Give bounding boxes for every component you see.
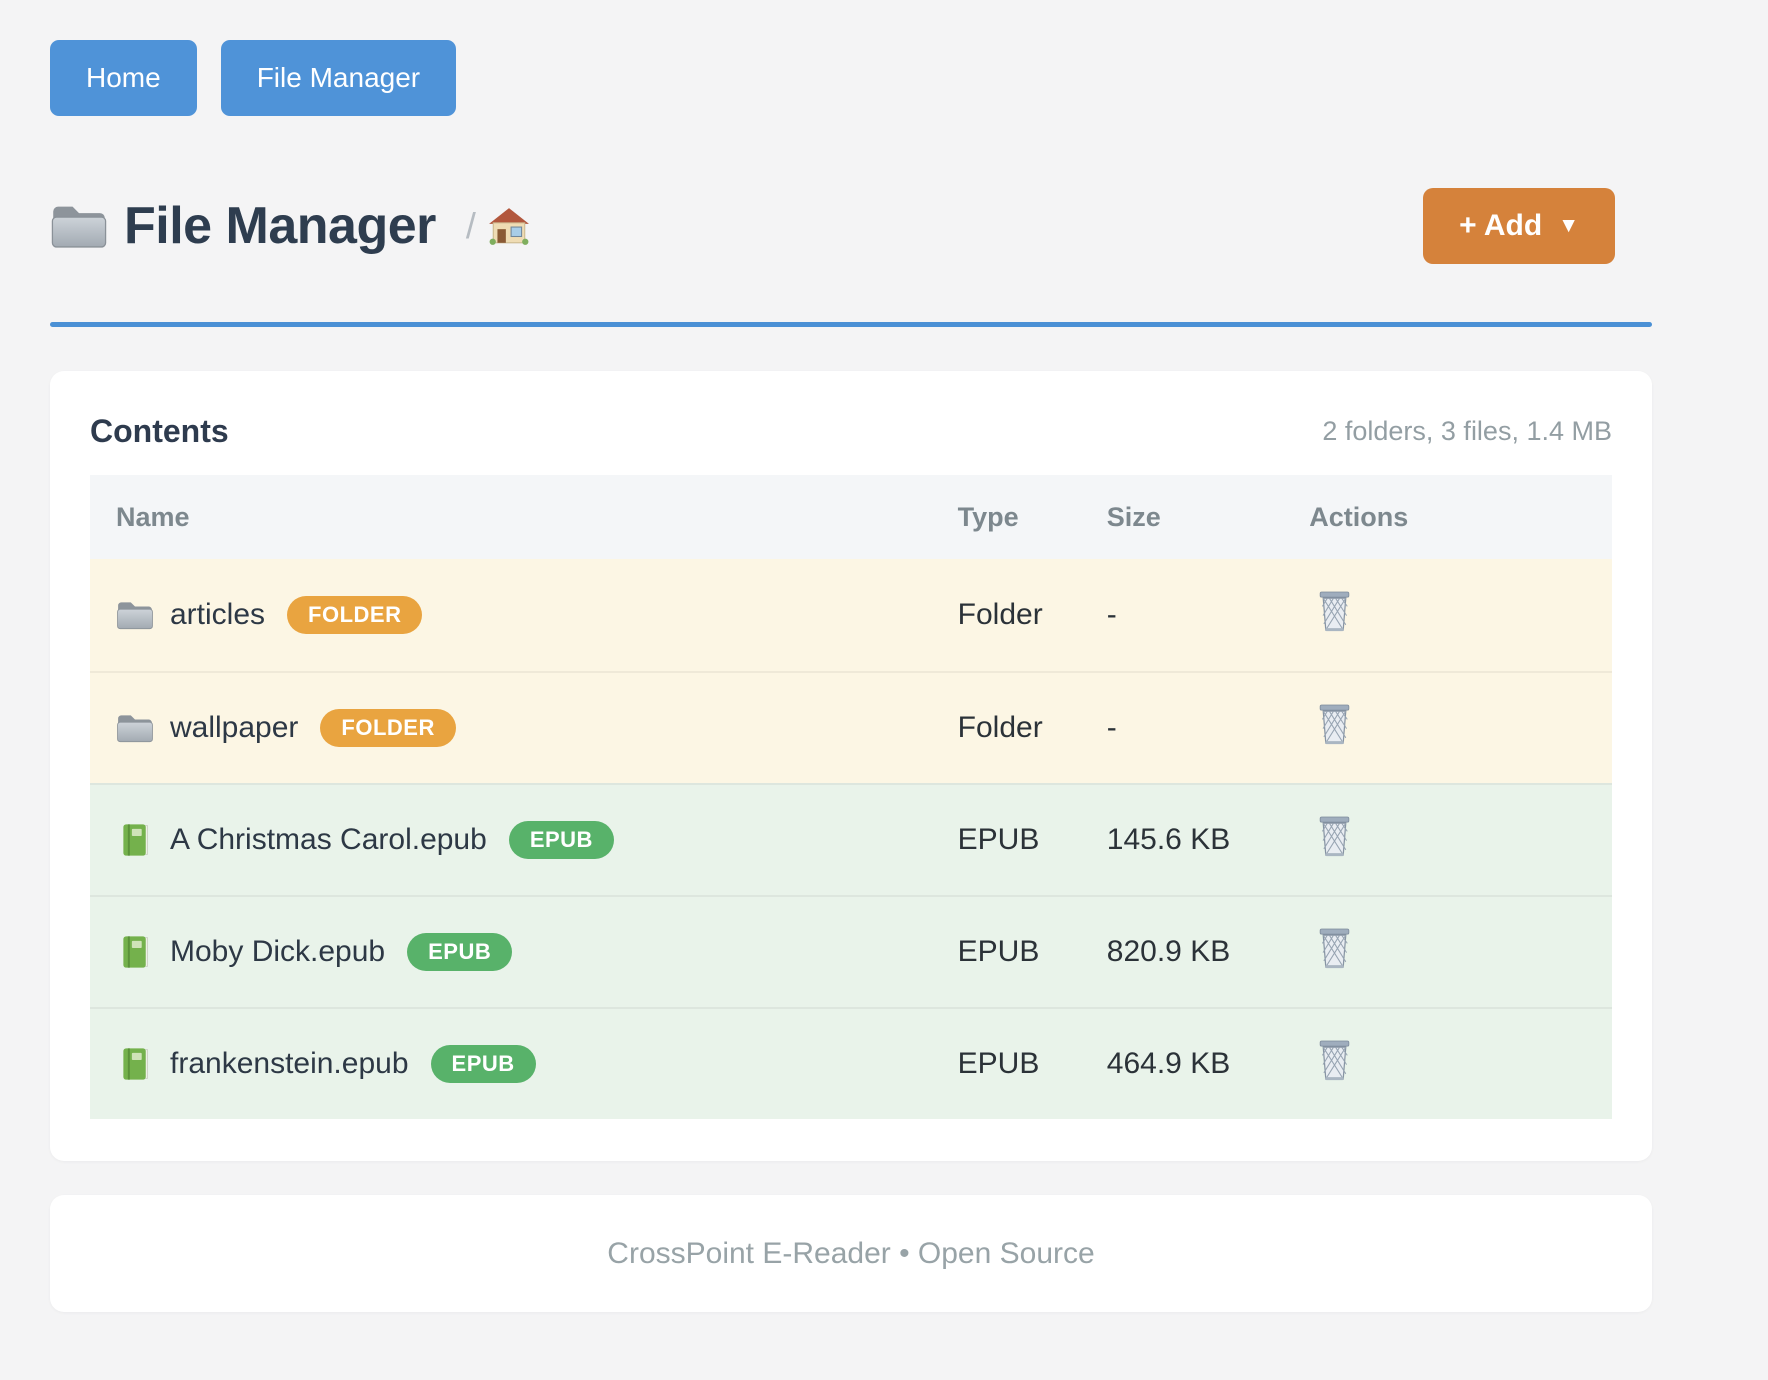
type-cell: Folder bbox=[957, 711, 1043, 744]
file-manager-button[interactable]: File Manager bbox=[220, 40, 457, 116]
chevron-down-icon: ▼ bbox=[1558, 214, 1579, 237]
type-badge: FOLDER bbox=[320, 709, 456, 747]
column-header-type: Type bbox=[957, 501, 1019, 532]
type-cell: EPUB bbox=[957, 1047, 1040, 1080]
footer-text: CrossPoint E-Reader • Open Source bbox=[607, 1236, 1095, 1270]
book-icon bbox=[116, 1047, 154, 1081]
delete-button[interactable] bbox=[1317, 704, 1352, 745]
folder-icon bbox=[50, 201, 108, 251]
book-icon bbox=[116, 823, 154, 857]
type-badge: EPUB bbox=[430, 1045, 536, 1083]
breadcrumb-separator: / bbox=[465, 205, 476, 246]
add-button[interactable]: + Add ▼ bbox=[1423, 188, 1615, 264]
type-cell: EPUB bbox=[957, 823, 1040, 856]
type-cell: Folder bbox=[957, 598, 1043, 631]
page: Home File Manager File Manager / + Add ▼ bbox=[50, 0, 1652, 1312]
contents-summary: 2 folders, 3 files, 1.4 MB bbox=[1322, 415, 1612, 446]
contents-heading: Contents bbox=[90, 412, 229, 449]
trash-icon bbox=[1319, 704, 1350, 744]
file-name-link[interactable]: wallpaper bbox=[170, 711, 299, 744]
size-cell: 145.6 KB bbox=[1106, 823, 1231, 856]
type-badge: FOLDER bbox=[287, 596, 423, 634]
trash-icon bbox=[1319, 928, 1350, 968]
trash-icon bbox=[1319, 591, 1350, 631]
top-nav: Home File Manager bbox=[50, 40, 1652, 116]
delete-button[interactable] bbox=[1317, 928, 1352, 969]
table-row: A Christmas Carol.epub EPUB EPUB 145.6 K… bbox=[90, 783, 1612, 895]
folder-icon bbox=[116, 711, 154, 745]
delete-button[interactable] bbox=[1317, 816, 1352, 857]
size-cell: 464.9 KB bbox=[1106, 1047, 1231, 1080]
trash-icon bbox=[1319, 816, 1350, 856]
page-header: File Manager / + Add ▼ bbox=[50, 186, 1652, 266]
table-row: Moby Dick.epub EPUB EPUB 820.9 KB bbox=[90, 895, 1612, 1007]
size-cell: - bbox=[1106, 711, 1117, 744]
type-badge: EPUB bbox=[407, 933, 513, 971]
file-name-link[interactable]: frankenstein.epub bbox=[170, 1047, 409, 1080]
file-name-link[interactable]: A Christmas Carol.epub bbox=[170, 823, 487, 856]
contents-card: Contents 2 folders, 3 files, 1.4 MB Name… bbox=[50, 371, 1652, 1161]
type-cell: EPUB bbox=[957, 935, 1040, 968]
folder-icon bbox=[116, 598, 154, 632]
table-row: articles FOLDER Folder - bbox=[90, 559, 1612, 671]
trash-icon bbox=[1319, 1040, 1350, 1080]
home-button[interactable]: Home bbox=[50, 40, 197, 116]
file-name-link[interactable]: Moby Dick.epub bbox=[170, 935, 386, 968]
page-title: File Manager bbox=[124, 197, 436, 255]
size-cell: - bbox=[1106, 598, 1117, 631]
delete-button[interactable] bbox=[1317, 1040, 1352, 1081]
table-row: frankenstein.epub EPUB EPUB 464.9 KB bbox=[90, 1007, 1612, 1119]
type-badge: EPUB bbox=[508, 821, 614, 859]
book-icon bbox=[116, 935, 154, 969]
size-cell: 820.9 KB bbox=[1106, 935, 1231, 968]
add-button-label: + Add bbox=[1459, 209, 1543, 242]
title-divider bbox=[50, 322, 1652, 327]
column-header-name: Name bbox=[116, 501, 190, 532]
delete-button[interactable] bbox=[1317, 591, 1352, 632]
table-row: wallpaper FOLDER Folder - bbox=[90, 671, 1612, 783]
footer: CrossPoint E-Reader • Open Source bbox=[50, 1195, 1652, 1312]
file-table: Name Type Size Actions articles FOLDER bbox=[90, 475, 1612, 1119]
column-header-size: Size bbox=[1106, 501, 1161, 532]
file-name-link[interactable]: articles bbox=[170, 598, 266, 631]
column-header-actions: Actions bbox=[1309, 501, 1409, 532]
table-header-row: Name Type Size Actions bbox=[90, 475, 1612, 559]
home-icon[interactable] bbox=[488, 206, 530, 246]
